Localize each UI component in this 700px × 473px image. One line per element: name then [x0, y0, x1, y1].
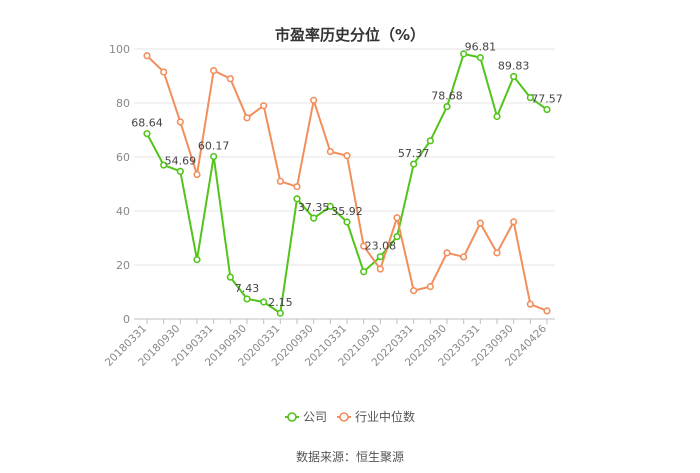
- data-point: [376, 265, 384, 273]
- series-line-1: [146, 55, 548, 312]
- data-point: [510, 218, 518, 226]
- data-point: [476, 54, 484, 62]
- data-label: 54.69: [165, 154, 197, 167]
- data-label: 96.81: [465, 41, 497, 54]
- x-axis: 2018033120180930201903312019093020200331…: [103, 318, 555, 369]
- data-point: [343, 218, 351, 226]
- data-label: 89.83: [498, 59, 530, 72]
- data-point: [493, 249, 501, 257]
- data-point: [176, 118, 184, 126]
- data-label: 7.43: [235, 282, 260, 295]
- y-tick-label: 40: [116, 205, 130, 218]
- data-label: 60.17: [198, 140, 230, 153]
- data-point: [526, 93, 534, 102]
- chart-title: 市盈率历史分位（%）: [275, 26, 425, 44]
- data-point: [493, 112, 501, 121]
- data-point: [460, 253, 468, 261]
- data-point: [410, 160, 418, 168]
- data-label: 23.08: [365, 240, 397, 253]
- data-point: [410, 287, 418, 295]
- data-label: 68.64: [131, 117, 163, 130]
- data-point: [226, 75, 234, 83]
- legend-label: 公司: [303, 410, 327, 424]
- data-point: [360, 242, 368, 250]
- data-point: [443, 249, 451, 257]
- y-tick-label: 100: [109, 43, 130, 56]
- data-point: [310, 214, 318, 222]
- data-point: [393, 233, 401, 241]
- data-point: [226, 273, 234, 281]
- data-point: [293, 183, 301, 191]
- data-point: [326, 202, 334, 211]
- data-point: [476, 219, 484, 227]
- legend-item[interactable]: 公司: [285, 410, 327, 424]
- data-point: [310, 96, 318, 104]
- legend-marker: [287, 412, 297, 422]
- data-source: 数据来源：恒生聚源: [296, 449, 404, 464]
- data-point: [543, 105, 551, 114]
- data-point: [393, 214, 401, 222]
- legend[interactable]: 公司 行业中位数: [285, 409, 415, 424]
- grid-lines: [134, 48, 555, 320]
- data-point: [510, 72, 518, 81]
- data-point: [143, 52, 151, 60]
- data-point: [326, 148, 334, 156]
- series-line-0: [146, 52, 548, 315]
- y-tick-label: 60: [116, 151, 130, 164]
- data-point: [160, 68, 168, 76]
- data-point: [260, 298, 268, 306]
- legend-marker: [339, 412, 349, 422]
- data-point: [460, 50, 468, 58]
- data-point: [276, 177, 284, 185]
- data-point: [260, 102, 268, 110]
- series-layer: [143, 50, 551, 317]
- data-point: [543, 307, 551, 315]
- data-point: [276, 309, 284, 317]
- data-point: [360, 268, 368, 276]
- data-point: [293, 195, 301, 203]
- y-axis: 0 20 40 60 80 100: [109, 43, 130, 326]
- data-point: [210, 152, 218, 161]
- data-point: [426, 283, 434, 291]
- legend-item[interactable]: 行业中位数: [337, 409, 415, 424]
- data-label: 78.68: [431, 90, 463, 103]
- data-label: 2.15: [268, 296, 293, 309]
- y-tick-label: 20: [116, 259, 130, 272]
- data-label: 35.92: [331, 205, 363, 218]
- data-point: [160, 161, 168, 169]
- data-point: [443, 102, 451, 111]
- data-point: [176, 167, 184, 175]
- data-point: [526, 300, 534, 308]
- data-label: 37.35: [298, 201, 330, 214]
- y-tick-label: 0: [123, 313, 130, 326]
- data-point: [243, 114, 251, 122]
- data-point: [243, 295, 251, 303]
- data-point: [143, 130, 151, 138]
- data-point: [193, 256, 201, 264]
- data-label: 57.37: [398, 147, 430, 160]
- data-label: 77.57: [531, 93, 563, 106]
- data-point: [210, 66, 218, 75]
- data-point: [426, 137, 434, 145]
- y-tick-label: 80: [116, 97, 130, 110]
- legend-label: 行业中位数: [355, 409, 415, 424]
- data-point: [343, 152, 351, 160]
- data-point: [193, 170, 201, 179]
- data-point: [376, 253, 384, 261]
